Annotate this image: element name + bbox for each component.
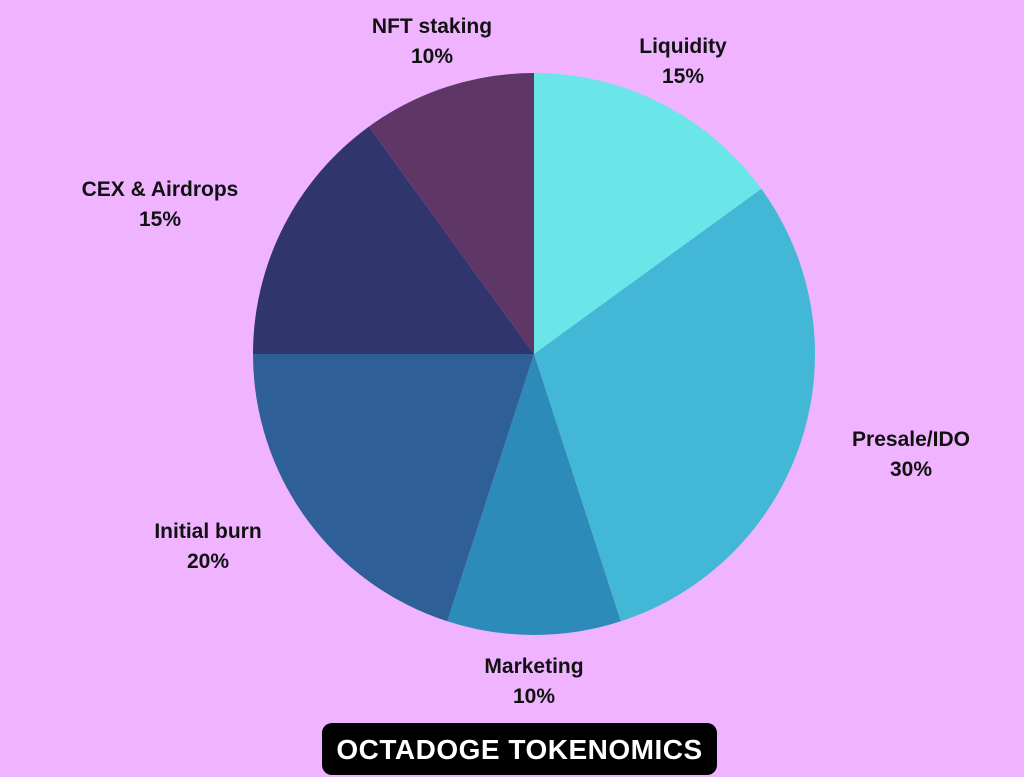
slice-label-nft-staking: NFT staking 10% (372, 12, 492, 72)
slice-label-liquidity-value: 15% (661, 65, 705, 88)
pie-slice-liquidity (534, 73, 762, 354)
pie-slice-cex-airdrops (253, 126, 534, 354)
slice-label-cex-airdrops: CEX & Airdrops 15% (82, 175, 239, 235)
slice-label-presale-ido-value: 30% (889, 458, 933, 481)
slice-label-initial-burn-name: Initial burn (154, 520, 262, 543)
slice-label-marketing: Marketing 10% (484, 652, 583, 712)
slice-label-liquidity: Liquidity 15% (639, 32, 727, 92)
pie-slice-initial-burn (253, 354, 534, 622)
slice-label-initial-burn-value: 20% (186, 550, 230, 573)
slice-label-liquidity-name: Liquidity (639, 35, 727, 58)
slice-label-marketing-name: Marketing (484, 655, 584, 678)
slice-label-nft-staking-value: 10% (410, 45, 454, 68)
slice-label-nft-staking-name: NFT staking (371, 15, 493, 38)
slice-label-cex-airdrops-name: CEX & Airdrops (81, 178, 239, 201)
pie-slice-nft-staking (368, 73, 534, 354)
chart-title: OCTADOGE TOKENOMICS (322, 723, 717, 775)
slice-label-presale-ido: Presale/IDO 30% (852, 425, 970, 485)
slice-label-presale-ido-name: Presale/IDO (852, 428, 970, 451)
pie-slice-marketing (447, 354, 621, 636)
pie-slice-presale-ido (534, 188, 815, 622)
slice-label-initial-burn: Initial burn 20% (154, 517, 261, 577)
slice-label-cex-airdrops-value: 15% (138, 208, 182, 231)
slice-label-marketing-value: 10% (512, 685, 556, 708)
